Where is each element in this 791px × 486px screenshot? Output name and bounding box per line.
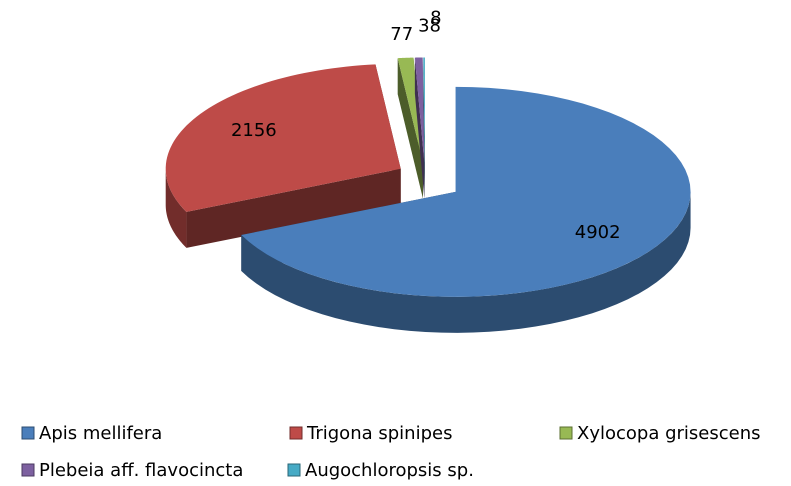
slice bbox=[397, 57, 423, 163]
legend-swatch bbox=[289, 426, 303, 440]
legend-swatch bbox=[287, 463, 301, 477]
slice-side bbox=[397, 58, 423, 199]
slice-side bbox=[423, 57, 425, 199]
legend-swatch bbox=[21, 463, 35, 477]
legend-label: Plebeia aff. flavocincta bbox=[39, 460, 243, 481]
slice bbox=[165, 64, 401, 212]
data-label: 2156 bbox=[231, 120, 277, 141]
slice bbox=[241, 86, 691, 297]
data-label: 77 bbox=[390, 24, 413, 45]
slice-side bbox=[186, 168, 401, 248]
slice bbox=[423, 57, 425, 163]
legend-label: Apis mellifera bbox=[39, 423, 162, 444]
slice-side bbox=[414, 57, 425, 199]
slice-wall bbox=[241, 191, 691, 333]
data-label: 4902 bbox=[575, 222, 621, 243]
slice bbox=[414, 57, 425, 163]
legend-label: Xylocopa grisescens bbox=[577, 423, 761, 444]
legend-swatch bbox=[21, 426, 35, 440]
legend-label: Trigona spinipes bbox=[306, 423, 452, 444]
legend-swatch bbox=[559, 426, 573, 440]
data-label: 38 bbox=[418, 15, 441, 36]
slice-wall bbox=[165, 168, 187, 248]
legend-label: Augochloropsis sp. bbox=[305, 460, 474, 481]
data-label: 8 bbox=[430, 7, 441, 28]
